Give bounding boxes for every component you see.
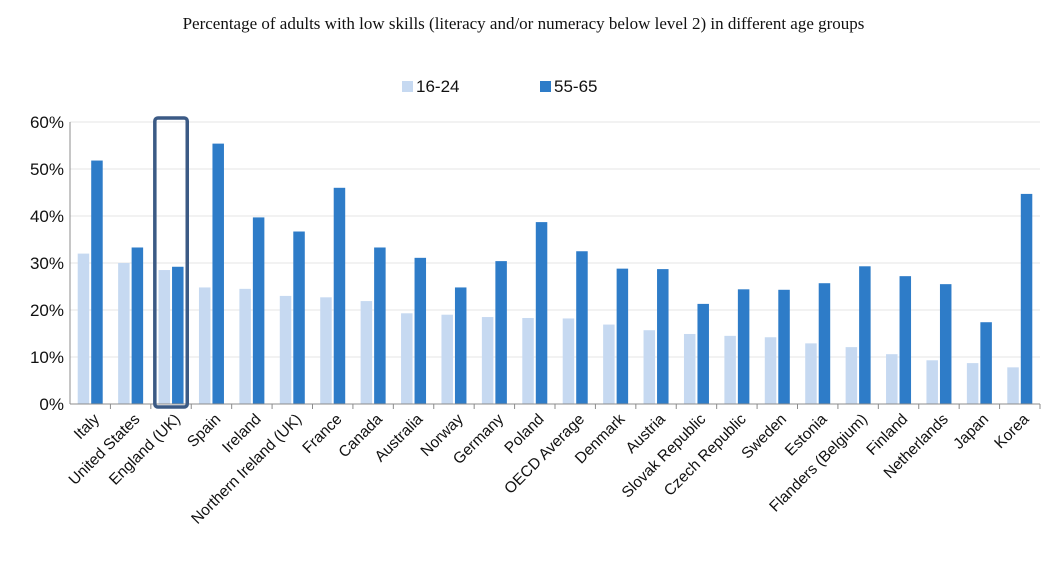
bar-16-24-ireland (239, 288, 251, 404)
bar-55-65-denmark (616, 268, 629, 404)
bar-16-24-england-uk- (158, 270, 171, 404)
legend-swatch-55-65 (540, 81, 551, 92)
bar-55-65-japan (980, 322, 992, 404)
bar-55-65-germany (495, 261, 507, 404)
x-tick-label: Italy (71, 411, 103, 443)
bar-16-24-spain (198, 287, 211, 404)
legend-swatch-16-24 (402, 81, 413, 92)
bar-55-65-italy (91, 160, 103, 404)
bar-16-24-italy (77, 253, 90, 404)
gridlines (70, 121, 1040, 358)
y-tick-label: 10% (30, 348, 64, 367)
legend-label-16-24: 16-24 (416, 77, 459, 96)
x-tick-label: Japan (950, 411, 992, 453)
bar-16-24-france (320, 297, 332, 404)
legend-label-55-65: 55-65 (554, 77, 597, 96)
bar-55-65-netherlands (939, 284, 952, 404)
chart-title: Percentage of adults with low skills (li… (182, 14, 865, 33)
x-tick-label: Spain (184, 411, 224, 451)
y-tick-label: 60% (30, 113, 64, 132)
bar-16-24-northern-ireland-uk- (279, 295, 292, 404)
bar-55-65-england-uk- (172, 266, 184, 404)
x-tick-label: Sweden (738, 411, 790, 463)
bar-16-24-finland (886, 354, 898, 404)
bar-55-65-norway (454, 287, 467, 404)
bar-16-24-korea (1007, 367, 1019, 404)
bar-55-65-flanders-belgium- (859, 266, 871, 404)
bar-55-65-austria (657, 269, 669, 404)
bar-55-65-northern-ireland-uk- (293, 231, 305, 404)
y-tick-label: 20% (30, 301, 64, 320)
bar-55-65-sweden (778, 289, 790, 404)
y-tick-label: 40% (30, 207, 64, 226)
bar-55-65-united-states (131, 247, 144, 404)
bar-16-24-australia (401, 313, 413, 404)
bar-16-24-oecd-average (562, 318, 575, 404)
bar-55-65-slovak-republic (697, 303, 709, 404)
bar-16-24-netherlands (926, 360, 938, 404)
bar-55-65-czech-republic (737, 289, 750, 404)
bar-16-24-japan (966, 363, 979, 404)
bar-16-24-poland (522, 317, 534, 404)
bar-16-24-sweden (764, 337, 777, 404)
bar-16-24-czech-republic (724, 335, 736, 404)
bar-55-65-poland (535, 222, 548, 404)
bar-55-65-finland (899, 276, 912, 404)
bar-16-24-austria (643, 330, 656, 404)
bar-16-24-canada (360, 301, 373, 404)
y-tick-label: 50% (30, 160, 64, 179)
bar-16-24-flanders-belgium- (845, 347, 858, 404)
bar-55-65-france (333, 187, 346, 404)
bar-55-65-spain (212, 143, 224, 404)
bar-55-65-estonia (818, 283, 831, 404)
x-tick-label: England (UK) (106, 411, 184, 489)
y-axis: 0% 10% 20% 30% 40% 50% 60% (30, 113, 71, 414)
bar-55-65-oecd-average (576, 251, 588, 404)
y-tick-label: 30% (30, 254, 64, 273)
bar-16-24-germany (481, 317, 494, 404)
bar-16-24-united-states (118, 263, 130, 404)
bar-55-65-ireland (252, 217, 265, 404)
highlight-box (153, 116, 189, 409)
bar-55-65-australia (414, 257, 427, 404)
legend: 16-24 55-65 (402, 77, 597, 96)
bar-16-24-estonia (805, 343, 817, 404)
x-tick-label: Korea (991, 411, 1033, 453)
bar-55-65-canada (374, 247, 386, 404)
bar-55-65-korea (1020, 193, 1033, 404)
bar-16-24-norway (441, 314, 453, 404)
bars (77, 143, 1033, 404)
bar-16-24-denmark (603, 324, 615, 404)
bar-16-24-slovak-republic (683, 333, 696, 404)
y-tick-label: 0% (39, 395, 64, 414)
